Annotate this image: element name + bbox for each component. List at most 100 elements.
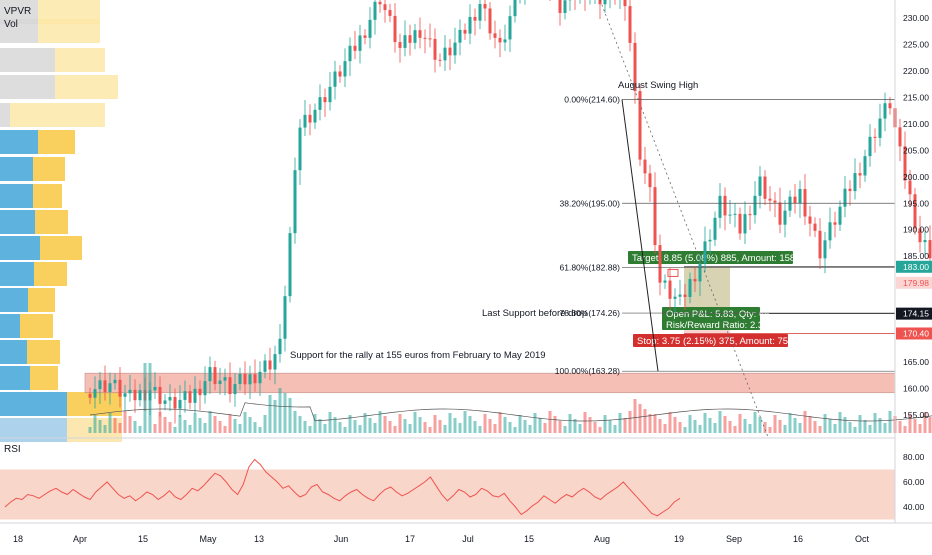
volume-bar <box>414 412 417 433</box>
stop-label[interactable]: Stop: 3.75 (2.15%) 375, Amount: 752.5 <box>633 334 801 347</box>
candle-body <box>349 46 352 61</box>
candle-body <box>444 48 447 61</box>
candle-body <box>114 380 117 383</box>
volume-bar <box>324 424 327 433</box>
candle-body <box>474 17 477 21</box>
candle-body <box>774 201 777 203</box>
candle-body <box>134 390 137 400</box>
volume-bar <box>769 427 772 433</box>
volume-bar <box>869 425 872 433</box>
vpvr-down-row <box>55 75 118 99</box>
candle-body <box>304 115 307 128</box>
candle-body <box>389 10 392 16</box>
candle-body <box>764 177 767 199</box>
volume-bar <box>134 421 137 433</box>
volume-bar <box>124 411 127 433</box>
volume-bar <box>494 424 497 433</box>
vpvr-down-row <box>30 366 58 390</box>
volume-bar <box>94 415 97 433</box>
candle-body <box>299 128 302 171</box>
volume-bar <box>329 412 332 433</box>
volume-bar <box>724 416 727 433</box>
volume-bar <box>394 426 397 433</box>
candle-body <box>899 127 902 146</box>
volume-bar <box>439 420 442 433</box>
candle-body <box>109 383 112 392</box>
price-tick-label: 230.00 <box>903 13 929 23</box>
volume-bar <box>484 414 487 433</box>
volume-bar <box>684 427 687 433</box>
volume-bar <box>634 399 637 433</box>
candle-body <box>339 71 342 76</box>
volume-bar <box>119 423 122 433</box>
volume-bar <box>449 413 452 433</box>
volume-bar <box>354 420 357 433</box>
volume-bar <box>704 413 707 433</box>
volume-bar <box>259 427 262 433</box>
volume-bar <box>564 426 567 433</box>
volume-bar <box>774 415 777 433</box>
candle-body <box>414 30 417 43</box>
price-tag-label: 174.15 <box>903 309 929 319</box>
candle-body <box>714 218 717 240</box>
volume-bar <box>854 427 857 433</box>
candle-body <box>804 189 807 217</box>
volume-bar <box>184 420 187 433</box>
volume-bar <box>169 422 172 433</box>
vpvr-up-row <box>0 103 10 127</box>
time-tick-label: Aug <box>594 534 610 544</box>
vpvr-down-row <box>38 130 75 154</box>
fib-label: 61.80%(182.88) <box>560 262 621 272</box>
candle-body <box>509 16 512 39</box>
candle-body <box>204 381 207 395</box>
volume-bar <box>679 422 682 433</box>
candle-body <box>129 390 132 393</box>
candle-body <box>344 61 347 76</box>
volume-bar <box>404 419 407 433</box>
candle-body <box>644 160 647 174</box>
price-tick-label: 160.00 <box>903 384 929 394</box>
volume-bar <box>599 427 602 433</box>
candle-body <box>379 2 382 4</box>
volume-bar <box>199 418 202 433</box>
candle-body <box>244 374 247 384</box>
candle-body <box>274 354 277 369</box>
volume-bar <box>129 416 132 433</box>
time-tick-label: 19 <box>674 534 684 544</box>
volume-bar <box>754 412 757 433</box>
volume-bar <box>819 426 822 433</box>
candle-body <box>909 181 912 195</box>
candle-body <box>669 281 672 299</box>
candle-body <box>844 189 847 207</box>
volume-bar <box>624 418 627 433</box>
volume-bar <box>539 418 542 433</box>
pnl-label-text: Risk/Reward Ratio: 2.36 <box>666 320 768 331</box>
volume-bar <box>454 418 457 433</box>
candle-body <box>639 91 642 160</box>
candle-body <box>174 397 177 409</box>
volume-bar <box>864 420 867 433</box>
time-tick-label: 17 <box>405 534 415 544</box>
candle-body <box>784 211 787 225</box>
candle-body <box>869 137 872 156</box>
volume-bar <box>469 416 472 433</box>
rsi-band <box>0 470 895 520</box>
volume-bar <box>609 420 612 433</box>
candle-body <box>759 177 762 196</box>
candle-body <box>94 389 97 398</box>
candle-body <box>489 8 492 33</box>
volume-bar <box>464 411 467 433</box>
candle-body <box>674 297 677 299</box>
volume-bar <box>784 425 787 433</box>
volume-bar <box>444 425 447 433</box>
candle-body <box>824 240 827 258</box>
candle-body <box>374 2 377 20</box>
candle-body <box>169 397 172 400</box>
vpvr-up-row <box>0 314 20 338</box>
volume-bar <box>214 416 217 433</box>
price-tag-label: 170.40 <box>903 328 929 338</box>
vpvr-up-row <box>0 210 35 234</box>
